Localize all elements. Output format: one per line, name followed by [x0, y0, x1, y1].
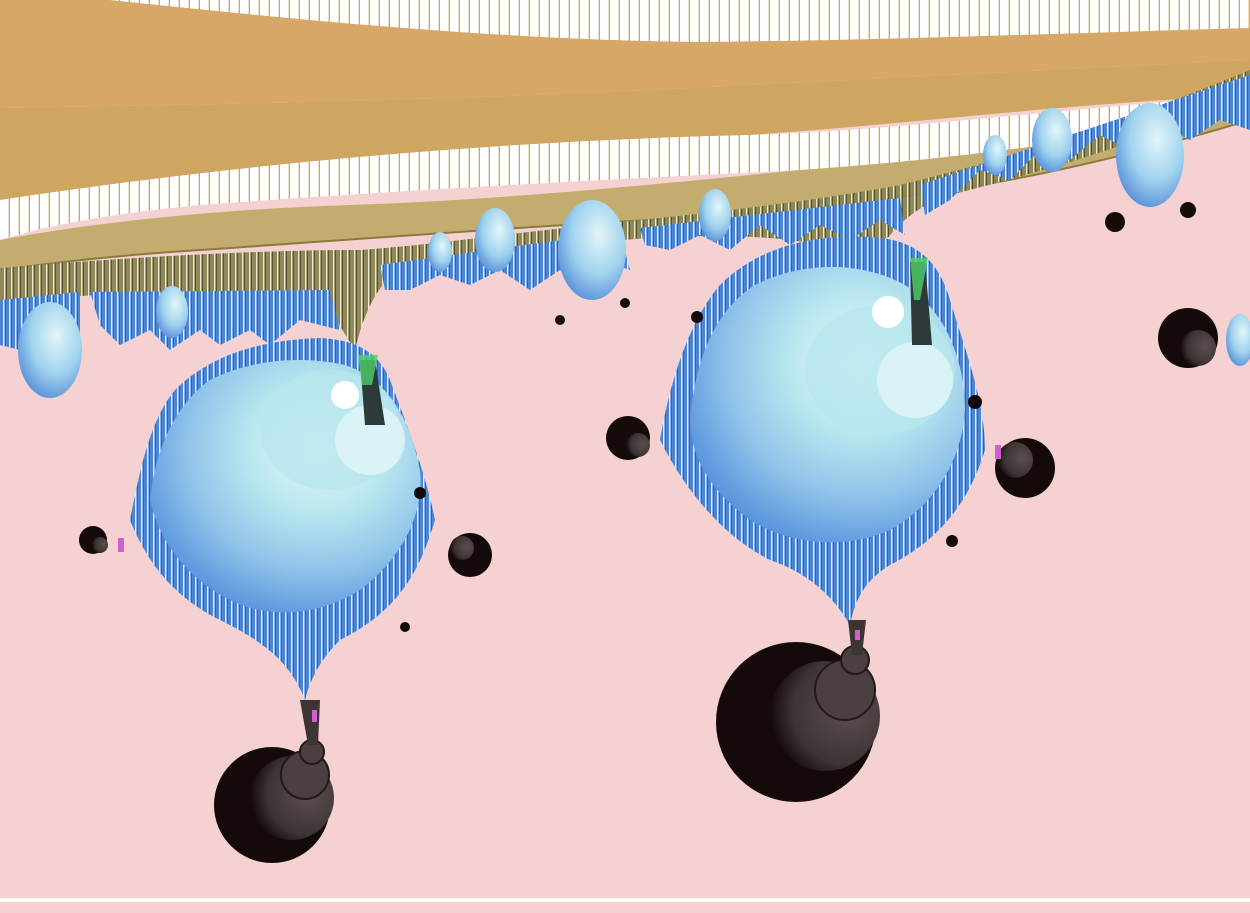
sand-dunes	[0, 0, 1250, 271]
blue-blob-left	[130, 338, 435, 700]
accent-flecks	[118, 445, 1001, 722]
blue-blob-right	[660, 236, 985, 626]
small-curls	[18, 103, 1250, 398]
fringe-band	[0, 70, 1250, 350]
bottom-line	[0, 898, 1250, 902]
